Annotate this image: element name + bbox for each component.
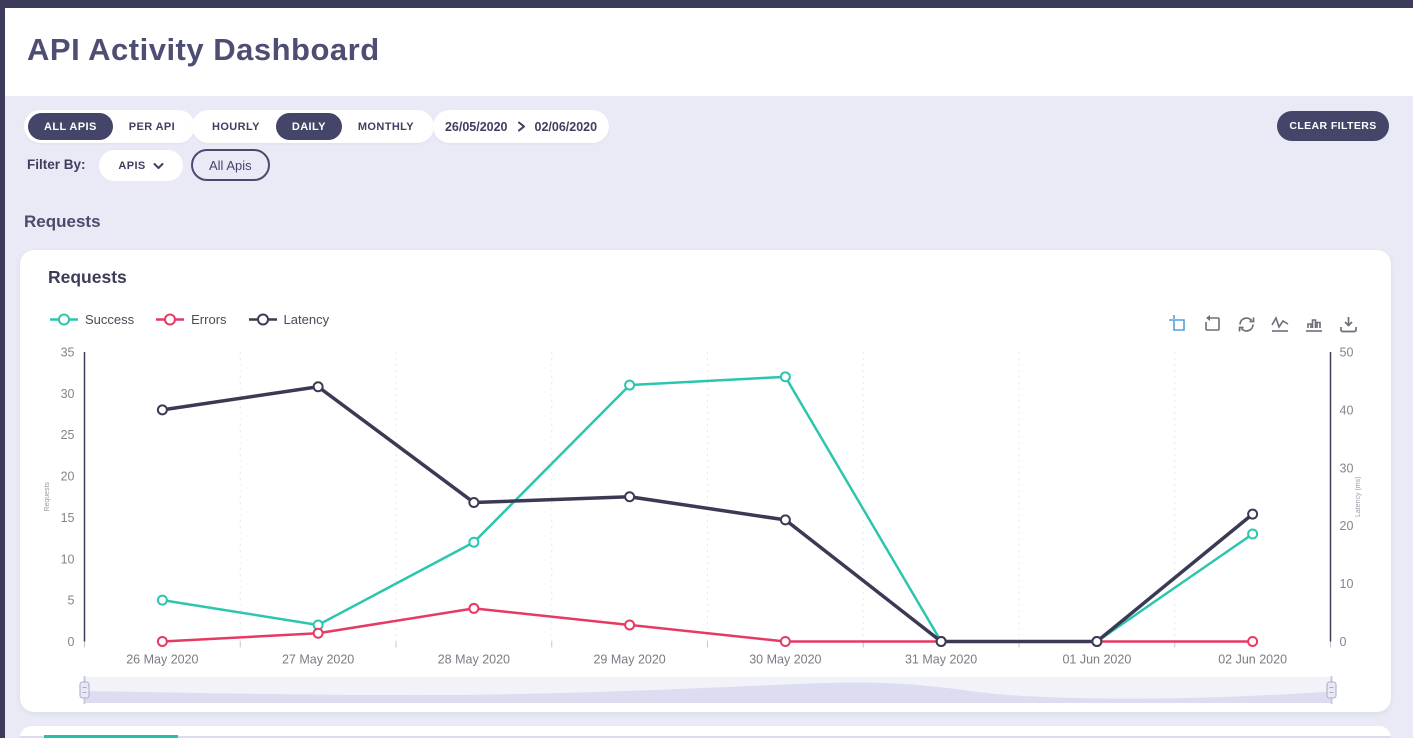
daily-button[interactable]: DAILY [275,113,342,140]
x-axis-label: 26 May 2020 [126,653,198,667]
card-title: Requests [48,267,127,287]
marker-errors[interactable] [468,602,480,614]
marker-success[interactable] [1247,528,1259,540]
download-icon[interactable] [1338,314,1359,335]
filter-by-label: Filter By: [27,157,86,172]
marker-latency[interactable] [312,381,324,393]
marker-errors[interactable] [156,636,168,647]
x-axis-label: 28 May 2020 [438,653,510,667]
page-title: API Activity Dashboard [27,32,380,67]
zoom-reset-box-icon[interactable] [1202,314,1223,335]
legend-marker-icon [248,313,277,326]
page-header: API Activity Dashboard [5,8,1413,96]
left-axis-tick-label: 35 [61,346,75,360]
chart-toolbar [1168,314,1359,335]
date-range-picker[interactable]: 26/05/2020 02/06/2020 [433,110,609,143]
x-axis-label: 27 May 2020 [282,653,354,667]
all-apis-button[interactable]: ALL APIS [28,113,113,140]
x-axis-label: 31 May 2020 [905,653,977,667]
legend-label: Errors [191,312,227,327]
hourly-button[interactable]: HOURLY [196,113,276,140]
all-apis-filter-chip[interactable]: All Apis [191,149,270,181]
date-range-end: 02/06/2020 [534,119,598,134]
next-section-card-peek [20,726,1391,738]
series-line-latency [160,384,1255,644]
monthly-button[interactable]: MONTHLY [342,113,430,140]
left-axis-tick-label: 25 [61,428,75,442]
right-axis-tick-label: 50 [1340,346,1354,360]
legend-marker-icon [156,313,185,326]
bar-chart-icon[interactable] [1304,314,1325,335]
range-slider-right-handle[interactable] [1326,676,1337,704]
right-axis-tick-label: 40 [1340,403,1354,417]
per-api-button[interactable]: PER API [113,113,191,140]
marker-success[interactable] [624,379,636,391]
date-range-start: 26/05/2020 [444,119,508,134]
marker-success[interactable] [156,594,168,606]
marker-errors[interactable] [624,619,636,631]
right-axis-tick-label: 10 [1340,577,1354,591]
chart-range-slider[interactable] [79,676,1337,704]
left-axis-tick-label: 20 [61,470,75,484]
chevron-right-icon [517,121,525,132]
range-slider-preview-area [84,682,1332,703]
selection-zoom-icon[interactable] [1168,314,1189,335]
x-axis-label: 02 Jun 2020 [1218,653,1287,667]
granularity-toggle-group: HOURLY DAILY MONTHLY [192,110,435,143]
left-axis-tick-label: 0 [68,635,75,649]
range-slider-left-handle[interactable] [79,676,90,704]
x-axis-label: 30 May 2020 [749,653,821,667]
window-frame-left [0,0,5,738]
legend-label: Latency [283,312,330,327]
section-title: Requests [24,212,101,231]
marker-errors[interactable] [779,636,791,647]
clear-filters-button[interactable]: CLEAR FILTERS [1277,111,1389,141]
chevron-down-icon [153,162,164,169]
marker-latency[interactable] [468,497,480,509]
refresh-icon[interactable] [1236,314,1257,335]
tab-bar-baseline [20,736,1391,738]
right-axis-tick-label: 30 [1340,461,1354,475]
marker-success[interactable] [468,536,480,548]
marker-latency[interactable] [1091,636,1103,647]
window-frame-top [0,0,1413,8]
chart-legend: Success Errors Latency [50,312,329,327]
legend-item-latency[interactable]: Latency [248,312,330,327]
apis-dropdown[interactable]: APIS [99,150,183,181]
requests-chart[interactable]: 0 5 10 15 20 25 30 35 0 10 20 30 40 50 26 May 2020 27 M… [20,340,1391,712]
right-axis-tick-label: 20 [1340,519,1354,533]
active-tab-underline [44,735,178,738]
right-axis-title: Latency (ms) [1355,477,1362,517]
marker-errors[interactable] [1247,636,1259,647]
right-axis-tick-label: 0 [1340,635,1347,649]
marker-latency[interactable] [624,491,636,503]
scope-toggle-group: ALL APIS PER API [24,110,196,143]
filter-chip-label: All Apis [209,157,252,173]
marker-latency[interactable] [779,514,791,526]
marker-latency[interactable] [935,636,947,647]
marker-success[interactable] [779,371,791,383]
left-axis-tick-label: 15 [61,511,75,525]
legend-marker-icon [50,313,78,326]
legend-label: Success [85,312,135,327]
left-axis-tick-label: 30 [61,387,75,401]
line-chart-icon[interactable] [1270,314,1291,335]
marker-latency[interactable] [156,404,168,416]
left-axis-title: Requests [44,481,51,511]
left-axis-tick-label: 5 [68,594,75,608]
x-axis-label: 29 May 2020 [593,653,665,667]
left-axis-tick-label: 10 [61,552,75,566]
marker-errors[interactable] [312,627,324,639]
legend-item-errors[interactable]: Errors [156,312,227,327]
legend-item-success[interactable]: Success [50,312,134,327]
x-axis-label: 01 Jun 2020 [1062,653,1131,667]
apis-dropdown-value: APIS [118,159,146,172]
requests-card: Requests Success Errors Latency [20,250,1391,712]
marker-latency[interactable] [1247,508,1259,520]
series-line-errors [161,607,1254,643]
